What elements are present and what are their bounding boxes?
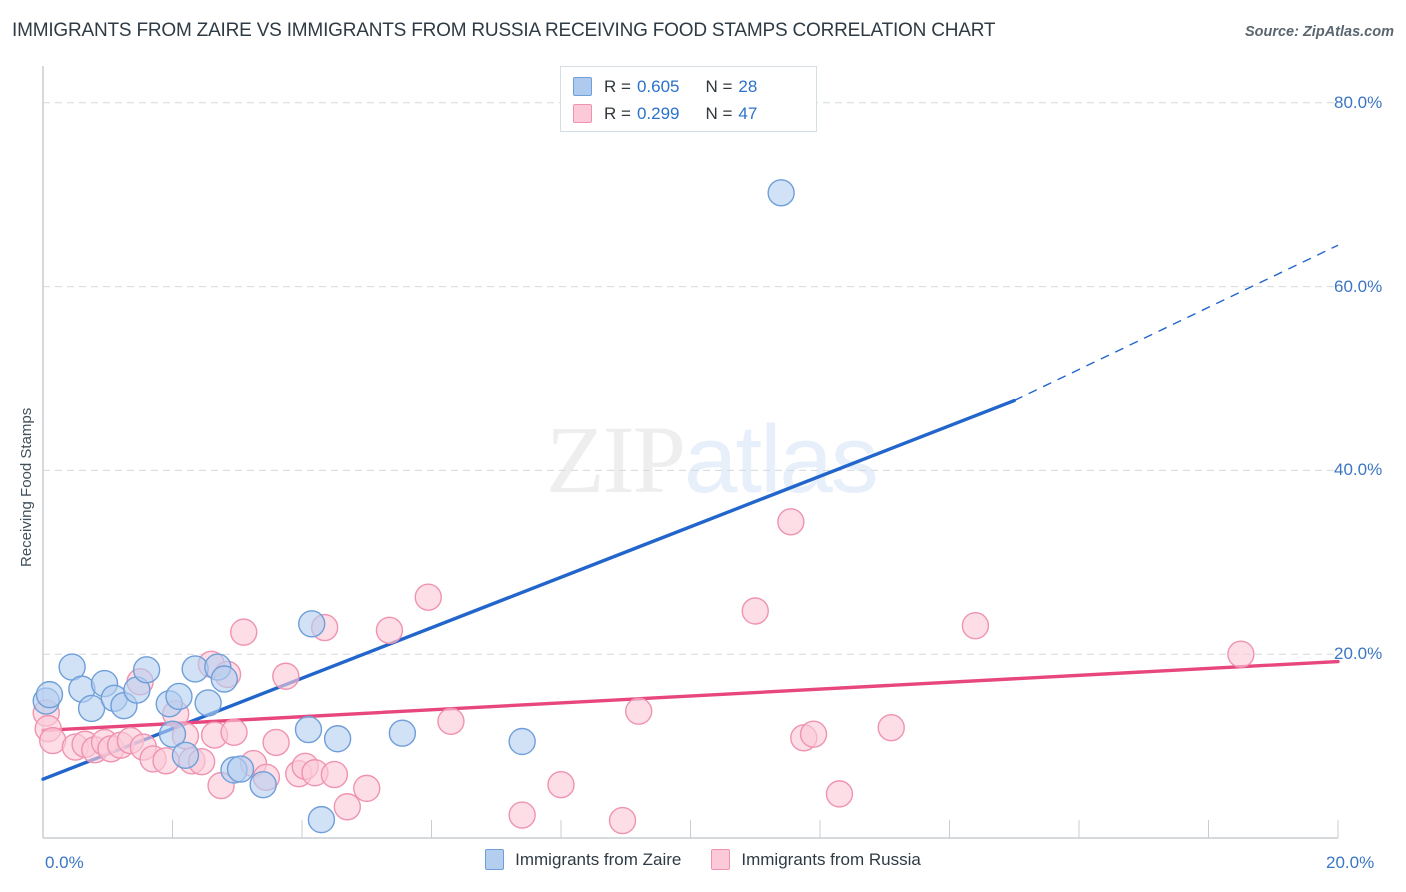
series-legend-swatch-zaire — [485, 849, 505, 870]
scatter-point — [777, 508, 805, 536]
stats-legend-row-russia: R = 0.299 N = 47 — [573, 100, 806, 127]
x-axis-max-label: 20.0% — [1326, 853, 1375, 872]
page-title: IMMIGRANTS FROM ZAIRE VS IMMIGRANTS FROM… — [12, 20, 996, 41]
scatter-point — [320, 760, 349, 789]
legend-r-value-russia: 0.299 — [636, 103, 680, 123]
legend-n-value-russia: 47 — [738, 103, 758, 123]
series-legend-swatch-russia — [711, 849, 731, 870]
scatter-point — [39, 726, 67, 755]
scatter-point — [249, 770, 277, 799]
scatter-point — [437, 707, 465, 735]
scatter-point — [323, 725, 352, 753]
stats-legend: R = 0.605 N = 28 R = 0.299 N = 47 — [560, 66, 817, 132]
scatter-point — [230, 618, 258, 646]
series-legend-label-zaire: Immigrants from Zaire — [515, 849, 682, 869]
scatter-point — [625, 697, 653, 725]
scatter-point — [220, 718, 248, 747]
scatter-point — [961, 612, 990, 640]
scatter-point — [414, 583, 442, 611]
legend-swatch-zaire — [573, 77, 592, 96]
scatter-point — [262, 728, 290, 757]
scatter-point — [767, 179, 795, 207]
y-axis-tick-label: 60.0% — [1334, 276, 1383, 296]
scatter-point — [298, 610, 326, 638]
scatter-points-zaire — [32, 179, 795, 834]
scatter-point — [1227, 640, 1255, 668]
legend-r-label-russia: R = — [604, 103, 631, 123]
scatter-point — [333, 793, 362, 821]
scatter-point — [77, 694, 106, 723]
series-legend-item-russia[interactable]: Immigrants from Russia — [711, 849, 921, 870]
scatter-point — [741, 597, 769, 625]
legend-n-label-zaire: N = — [705, 76, 733, 96]
scatter-point — [294, 715, 323, 744]
scatter-point — [547, 770, 575, 799]
y-axis-tick-label: 80.0% — [1334, 92, 1383, 112]
legend-r-value-zaire: 0.605 — [636, 76, 680, 96]
series-legend-label-russia: Immigrants from Russia — [741, 849, 921, 869]
scatter-point — [226, 755, 255, 783]
scatter-point — [388, 719, 417, 747]
scatter-point — [171, 741, 200, 769]
x-axis-ticks — [42, 820, 1339, 838]
scatter-point — [158, 720, 187, 748]
legend-n-value-zaire: 28 — [738, 76, 758, 96]
scatter-point — [508, 727, 536, 756]
series-legend-item-zaire[interactable]: Immigrants from Zaire — [485, 849, 681, 870]
scatter-point — [210, 665, 239, 693]
scatter-points-russia — [32, 508, 1255, 835]
legend-n-label-russia: N = — [705, 103, 733, 123]
stats-legend-row-zaire: R = 0.605 N = 28 — [573, 73, 806, 100]
y-axis-tick-label: 40.0% — [1334, 460, 1383, 480]
x-axis-min-label: 0.0% — [45, 853, 84, 872]
scatter-point — [799, 720, 828, 748]
scatter-point — [877, 714, 905, 742]
scatter-point — [132, 656, 161, 684]
scatter-point — [825, 780, 854, 808]
scatter-point — [194, 689, 222, 717]
scatter-point — [272, 662, 300, 690]
series-legend: Immigrants from Zaire Immigrants from Ru… — [0, 849, 1406, 870]
legend-r-label-zaire: R = — [604, 76, 631, 96]
scatter-point — [307, 805, 336, 834]
trend-lines — [41, 244, 1340, 781]
legend-swatch-russia — [573, 104, 592, 123]
scatter-point — [165, 682, 193, 711]
scatter-point — [608, 806, 637, 835]
scatter-point — [375, 616, 404, 644]
y-axis-tick-label: 20.0% — [1334, 644, 1383, 664]
gridlines — [43, 102, 1338, 655]
scatter-point — [35, 680, 64, 709]
scatter-point — [508, 801, 536, 829]
source-attribution: Source: ZipAtlas.com — [1244, 24, 1394, 40]
scatter-point — [353, 774, 381, 803]
